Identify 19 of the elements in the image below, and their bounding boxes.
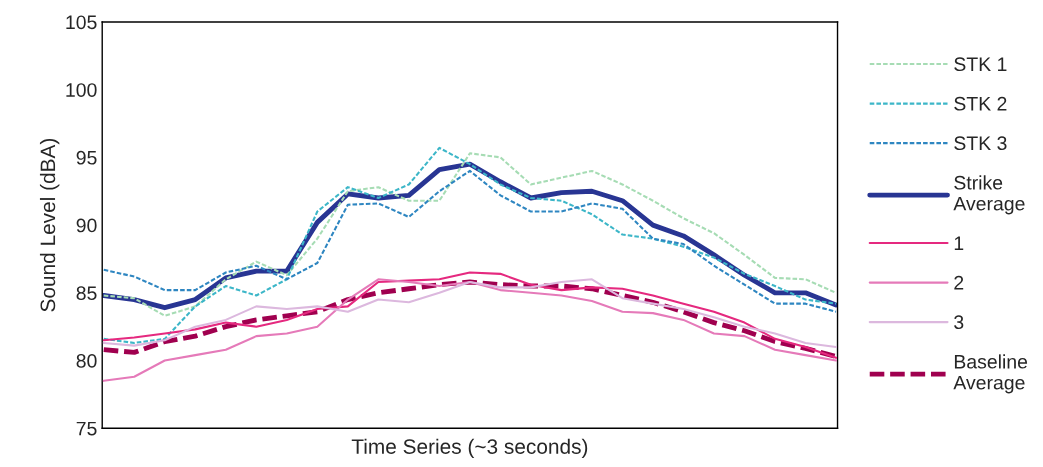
legend-label: STK 1 — [954, 57, 1007, 72]
legend-label: Strike Average — [953, 175, 1025, 215]
legend-label: 1 — [954, 236, 964, 250]
y-tick-label: 75 — [76, 421, 97, 436]
y-axis-title: Sound Level (dBA) — [39, 138, 60, 312]
y-tick-label: 80 — [76, 353, 97, 368]
y-tick-label: 85 — [76, 286, 97, 301]
y-tick-label: 105 — [66, 15, 97, 30]
legend-label: 3 — [954, 315, 964, 330]
legend-label: STK 3 — [954, 136, 1007, 151]
legend-label: 2 — [954, 275, 964, 290]
y-tick-label: 100 — [66, 83, 97, 97]
line-series — [102, 146, 838, 344]
legend-label: Baseline Average — [953, 354, 1028, 394]
y-tick-label: 90 — [76, 218, 97, 233]
y-tick-label: 95 — [76, 150, 97, 165]
legend-label: STK 2 — [954, 96, 1007, 111]
line-series — [102, 278, 838, 382]
x-axis-title: Time Series (~3 seconds) — [351, 438, 588, 459]
